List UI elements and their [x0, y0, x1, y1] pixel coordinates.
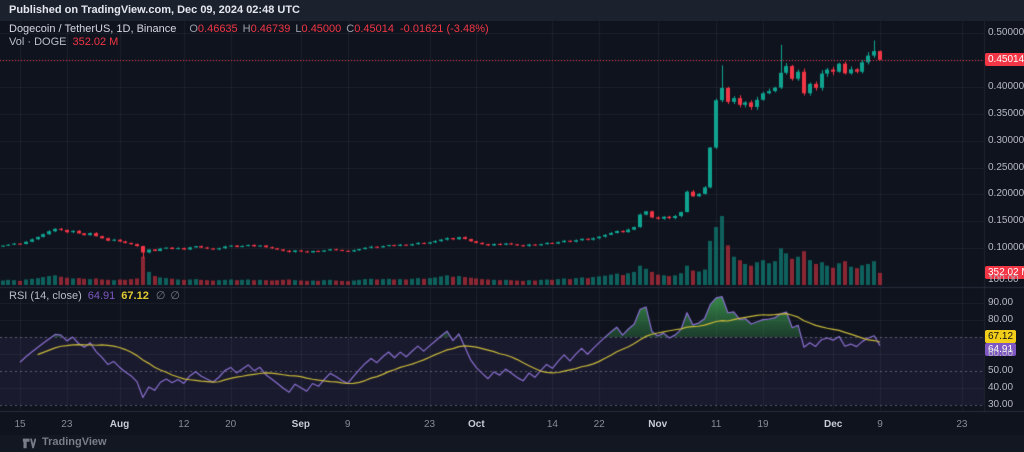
time-tick-label: 23 — [423, 419, 436, 430]
time-tick-label: 9 — [344, 419, 351, 430]
time-tick-label: 11 — [710, 419, 722, 430]
volume-legend: Vol · DOGE 352.02 M — [9, 36, 118, 49]
price-tick-label: 0.40000 — [988, 80, 1024, 92]
price-tick-label: 0.35000 — [988, 107, 1024, 119]
time-tick-label: 23 — [956, 419, 968, 430]
rsi-tick-label: 60.00 — [988, 348, 1014, 359]
time-tick-label: 15 — [14, 419, 26, 430]
volume-label: Vol · DOGE — [9, 36, 67, 48]
close-value: 0.45014 — [354, 23, 394, 35]
rsi-legend: RSI (14, close) 64.91 67.12 ∅ ∅ — [9, 289, 185, 302]
low-label: L — [295, 23, 302, 35]
time-tick-label: Oct — [468, 419, 485, 430]
rsi-tick-label: 100.00 — [988, 274, 1019, 285]
time-tick-label: 22 — [593, 419, 605, 430]
chart-canvas[interactable] — [0, 21, 1024, 435]
rsi-ma-value: 67.12 — [121, 290, 149, 302]
tradingview-brand[interactable]: TradingView — [42, 436, 107, 448]
rsi-value: 64.91 — [87, 290, 116, 302]
rsi-tick-label: 90.00 — [988, 297, 1014, 308]
rsi-empty-icon: ∅ — [155, 290, 166, 302]
price-axis[interactable]: 0.45014 352.02 M 67.12 64.91 0.50000 0.40… — [984, 21, 1024, 435]
price-tick-label: 0.10000 — [988, 242, 1024, 254]
price-tick-label: 0.30000 — [988, 134, 1024, 146]
close-label: C — [346, 23, 355, 35]
tradingview-logo-icon[interactable] — [22, 436, 37, 452]
rsi-tick-label: 80.00 — [988, 314, 1014, 325]
rsi-value-badge: 64.91 — [985, 343, 1017, 356]
footer: TradingView — [0, 435, 1024, 452]
time-tick-label: Sep — [291, 419, 311, 430]
high-value: 0.46739 — [250, 23, 291, 35]
volume-badge: 352.02 M — [985, 266, 1024, 279]
price-tick-label: 0.50000 — [988, 27, 1024, 38]
high-label: H — [242, 23, 251, 35]
open-label: O — [189, 23, 198, 35]
rsi-tick-label: 40.00 — [988, 382, 1014, 393]
price-tick-label: 0.25000 — [988, 161, 1024, 173]
volume-value: 352.02 M — [72, 36, 119, 48]
time-axis[interactable]: 15 23 Aug 12 20 Sep 9 23 Oct 14 22 Nov 11 19 Dec 9 23 — [0, 419, 984, 435]
time-tick-label: Dec — [824, 419, 843, 430]
symbol-legend: Dogecoin / TetherUS, 1D, Binance O0.46635… — [9, 23, 489, 36]
open-value: 0.46635 — [197, 23, 238, 35]
low-value: 0.45000 — [301, 23, 342, 35]
rsi-ma-badge: 67.12 — [985, 330, 1017, 343]
time-tick-label: Aug — [109, 419, 130, 430]
last-price-badge: 0.45014 — [985, 53, 1024, 66]
time-tick-label: 20 — [225, 419, 237, 430]
rsi-empty-icon: ∅ — [170, 290, 180, 302]
time-tick-label: 12 — [178, 419, 190, 430]
time-tick-label: Nov — [648, 419, 668, 430]
rsi-label: RSI (14, close) — [9, 290, 82, 302]
published-text: Published on TradingView.com, Dec 09, 20… — [9, 4, 300, 16]
time-tick-label: 14 — [546, 419, 558, 430]
rsi-tick-label: 30.00 — [988, 399, 1014, 410]
price-tick-label: 0.20000 — [988, 188, 1024, 200]
time-tick-label: 9 — [877, 419, 883, 430]
published-bar: Published on TradingView.com, Dec 09, 20… — [0, 0, 1024, 21]
rsi-tick-label: 50.00 — [988, 365, 1014, 376]
symbol-title: Dogecoin / TetherUS, 1D, Binance — [9, 23, 177, 35]
price-tick-label: 0.15000 — [988, 215, 1024, 227]
time-tick-label: 19 — [757, 419, 769, 430]
change-value: -0.01621 (-3.48%) — [400, 23, 489, 35]
time-tick-label: 23 — [61, 419, 73, 430]
